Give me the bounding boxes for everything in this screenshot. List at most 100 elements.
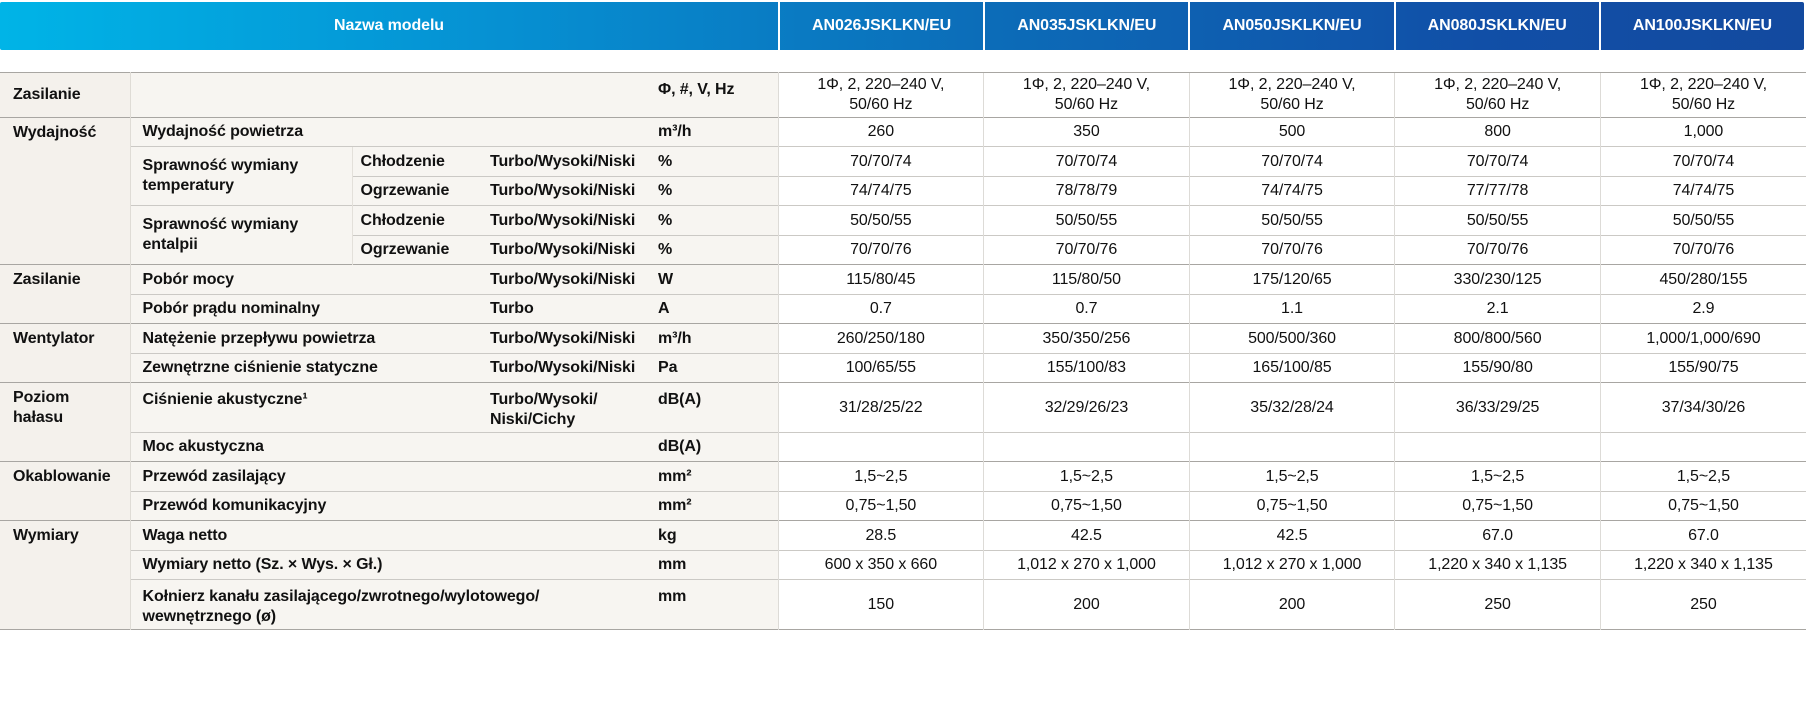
spec-value [1188,432,1395,462]
model-header-an035: AN035JSKLKN/EU [983,2,1188,50]
spec-value: 155/90/80 [1394,353,1601,383]
spec-value: 450/280/155 [1599,264,1806,295]
spec-value: 200 [1188,579,1395,630]
unit-label: % [650,235,779,265]
spec-value: 42.5 [1188,520,1395,551]
spec-value: 70/70/74 [1188,146,1395,177]
spec-value: 100/65/55 [777,353,984,383]
spec-value: 175/120/65 [1188,264,1395,295]
spec-value: 67.0 [1599,520,1806,551]
spec-label: Waga netto [130,520,651,551]
spec-value: 165/100/85 [1188,353,1395,383]
table-row: Wymiary netto (Sz. × Wys. × Gł.) mm 600 … [0,550,1806,580]
category-cell: Okablowanie [0,461,131,521]
spec-value: 115/80/50 [983,264,1190,295]
spec-value: 50/50/55 [1188,205,1395,236]
fan-levels-label: Turbo/Wysoki/Niski [482,176,651,206]
spec-value: 1,5~2,5 [983,461,1190,492]
unit-label: dB(A) [650,382,779,433]
spec-value: 250 [1599,579,1806,630]
spec-table: Zasilanie Φ, #, V, Hz 1Φ, 2, 220–240 V, … [0,72,1806,630]
spec-value: 350 [983,117,1190,147]
spec-value: 200 [983,579,1190,630]
category-cell: Wydajność [0,117,131,265]
table-row: Okablowanie Przewód zasilający mm² 1,5~2… [0,461,1806,521]
unit-label: kg [650,520,779,551]
spec-value: 50/50/55 [983,205,1190,236]
unit-label: mm² [650,491,779,521]
unit-label: A [650,294,779,324]
spec-value: 70/70/74 [777,146,984,177]
spec-value: 800/800/560 [1394,323,1601,354]
unit-label: % [650,205,779,236]
spec-value: 1,220 x 340 x 1,135 [1599,550,1806,580]
spec-value: 35/32/28/24 [1188,382,1395,433]
unit-label: mm² [650,461,779,492]
spec-label: Sprawność wymiany temperatury [130,146,352,206]
spec-value: 1,012 x 270 x 1,000 [1188,550,1395,580]
spec-value: 0,75~1,50 [1394,491,1601,521]
table-row: Sprawność wymiany temperatury Chłodzenie… [0,146,1806,206]
spec-value: 115/80/45 [777,264,984,295]
spec-label: Przewód zasilający [130,461,651,492]
spec-value: 70/70/74 [1394,146,1601,177]
table-row: Zewnętrzne ciśnienie statyczne Turbo/Wys… [0,353,1806,383]
fan-levels-label: Turbo/Wysoki/Niski [482,146,651,177]
spec-value: 50/50/55 [777,205,984,236]
spec-label: Pobór prądu nominalny [130,294,482,324]
table-row: Zasilanie Φ, #, V, Hz 1Φ, 2, 220–240 V, … [0,72,1806,118]
spec-value: 78/78/79 [983,176,1190,206]
model-header-an026: AN026JSKLKN/EU [778,2,983,50]
spec-value: 1,5~2,5 [1394,461,1601,492]
spec-value: 330/230/125 [1394,264,1601,295]
spec-value [983,432,1190,462]
unit-label: mm [650,579,779,630]
spec-value: 1.1 [1188,294,1395,324]
table-row: Poziom hałasu Ciśnienie akustyczne¹ Turb… [0,382,1806,462]
category-cell: Zasilanie [0,264,131,324]
unit-label: m³/h [650,323,779,354]
spec-value: 1,5~2,5 [1599,461,1806,492]
table-row: Przewód komunikacyjny mm² 0,75~1,50 0,75… [0,491,1806,521]
spec-value: 800 [1394,117,1601,147]
spec-value: 150 [777,579,984,630]
model-header-an050: AN050JSKLKN/EU [1188,2,1393,50]
spec-value: 31/28/25/22 [777,382,984,433]
category-cell: Wentylator [0,323,131,383]
spec-label: Sprawność wymiany entalpii [130,205,352,265]
unit-label: mm [650,550,779,580]
table-row: Kołnierz kanału zasilającego/zwrotnego/w… [0,579,1806,630]
spec-value: 36/33/29/25 [1394,382,1601,433]
spec-value: 2.1 [1394,294,1601,324]
spec-value: 70/70/76 [1599,235,1806,265]
spec-value: 260 [777,117,984,147]
spec-value: 155/90/75 [1599,353,1806,383]
spec-value: 70/70/76 [1394,235,1601,265]
spec-value: 1,000 [1599,117,1806,147]
fan-levels-label: Turbo/Wysoki/Niski [482,235,651,265]
unit-label: W [650,264,779,295]
spec-value: 500 [1188,117,1395,147]
spec-value: 32/29/26/23 [983,382,1190,433]
model-header-an100: AN100JSKLKN/EU [1598,2,1804,50]
spec-value: 28.5 [777,520,984,551]
table-row: Ogrzewanie Turbo/Wysoki/Niski % 74/74/75… [0,176,1806,206]
spec-value: 2.9 [1599,294,1806,324]
spec-value: 0.7 [777,294,984,324]
spec-value: 600 x 350 x 660 [777,550,984,580]
spec-value: 500/500/360 [1188,323,1395,354]
spec-sheet-page: Nazwa modelu AN026JSKLKN/EU AN035JSKLKN/… [0,2,1806,630]
spec-value: 74/74/75 [777,176,984,206]
spec-value: 1Φ, 2, 220–240 V, 50/60 Hz [1188,72,1395,118]
fan-levels-label: Turbo/Wysoki/ Niski/Cichy [482,382,651,433]
unit-label: % [650,146,779,177]
table-row: Pobór prądu nominalny Turbo A 0.7 0.7 1.… [0,294,1806,324]
spec-value: 1Φ, 2, 220–240 V, 50/60 Hz [1599,72,1806,118]
table-row: Wymiary Waga netto kg 28.5 42.5 42.5 67.… [0,520,1806,630]
spec-value: 1,012 x 270 x 1,000 [983,550,1190,580]
spec-value: 0,75~1,50 [777,491,984,521]
spec-label: Pobór mocy [130,264,482,295]
table-row: Ogrzewanie Turbo/Wysoki/Niski % 70/70/76… [0,235,1806,265]
spec-value: 260/250/180 [777,323,984,354]
model-header-an080: AN080JSKLKN/EU [1393,2,1599,50]
